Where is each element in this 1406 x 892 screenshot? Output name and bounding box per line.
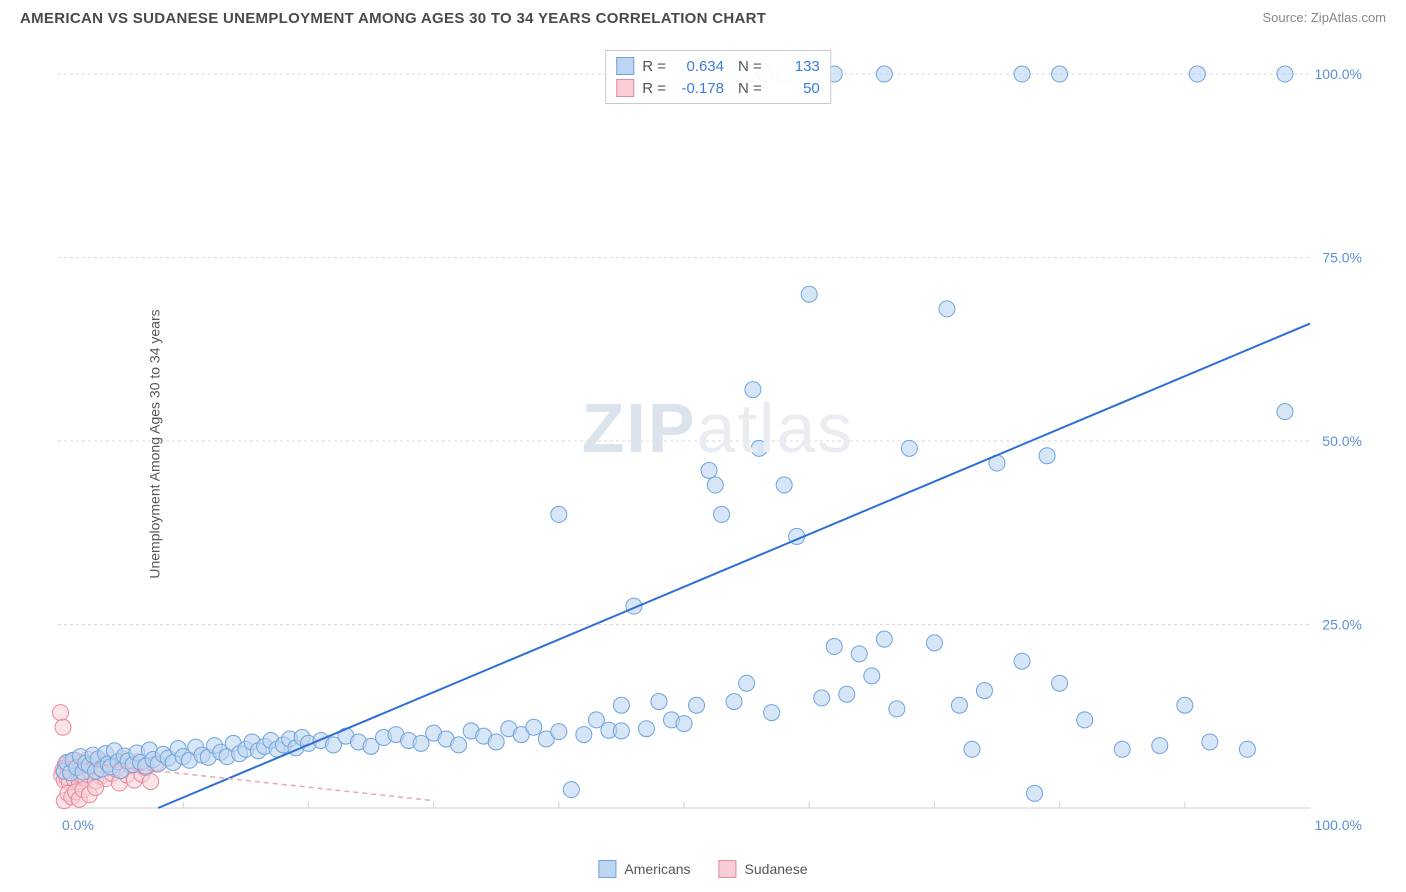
y-tick-label: 25.0% [1322,617,1362,633]
american-point [1189,66,1205,82]
scatter-plot: 25.0% 50.0% 75.0% 100.0% 0.0% 100.0% [50,46,1370,836]
chart-header: AMERICAN VS SUDANESE UNEMPLOYMENT AMONG … [0,0,1406,31]
american-point [939,301,955,317]
legend-swatch [719,860,737,878]
american-point [751,440,767,456]
sudanese-point [53,705,69,721]
american-point [551,506,567,522]
legend-label: Americans [624,861,690,877]
american-point [739,675,755,691]
american-point [864,668,880,684]
american-point [1152,738,1168,754]
american-point [726,694,742,710]
american-point [876,631,892,647]
american-point [901,440,917,456]
r-label: R = [642,58,666,75]
american-point [951,697,967,713]
r-label: R = [642,80,666,97]
x-tick-left: 0.0% [62,817,94,833]
american-point [451,737,467,753]
chart-title: AMERICAN VS SUDANESE UNEMPLOYMENT AMONG … [20,10,766,27]
american-point [1014,66,1030,82]
y-tick-label: 50.0% [1322,433,1362,449]
american-point [613,697,629,713]
sudanese-point [143,774,159,790]
american-point [1077,712,1093,728]
american-point [964,741,980,757]
american-point [1239,741,1255,757]
american-point [776,477,792,493]
american-point [676,716,692,732]
american-point [889,701,905,717]
american-point [926,635,942,651]
sudanese-point [88,779,104,795]
legend-label: Sudanese [745,861,808,877]
correlation-stats-box: R = 0.634 N = 133 R = -0.178 N = 50 [605,50,831,104]
american-point [976,683,992,699]
legend-swatch [598,860,616,878]
american-point [814,690,830,706]
stats-row: R = 0.634 N = 133 [616,55,820,77]
y-tick-label: 75.0% [1322,250,1362,266]
american-point [576,727,592,743]
american-point [714,506,730,522]
american-point [764,705,780,721]
american-point [801,286,817,302]
american-point [1014,653,1030,669]
y-axis-label: Unemployment Among Ages 30 to 34 years [147,309,163,578]
source-label: Source: ZipAtlas.com [1262,10,1386,25]
y-tick-label: 100.0% [1315,66,1362,82]
american-point [1027,785,1043,801]
american-point [1039,448,1055,464]
legend-item: Americans [598,860,690,878]
american-point [745,382,761,398]
n-value: 50 [770,80,820,97]
n-value: 133 [770,58,820,75]
r-value: 0.634 [674,58,724,75]
american-point [551,724,567,740]
american-point [488,734,504,750]
n-label: N = [738,58,762,75]
american-point [638,721,654,737]
n-label: N = [738,80,762,97]
american-point [707,477,723,493]
american-point [839,686,855,702]
american-point [526,719,542,735]
american-point [851,646,867,662]
sudanese-point [55,719,71,735]
american-point [563,782,579,798]
american-point [1114,741,1130,757]
stats-swatch [616,79,634,97]
stats-swatch [616,57,634,75]
american-point [1052,675,1068,691]
r-value: -0.178 [674,80,724,97]
american-point [701,462,717,478]
stats-row: R = -0.178 N = 50 [616,77,820,99]
american-point [1177,697,1193,713]
legend: Americans Sudanese [598,860,807,878]
american-point [689,697,705,713]
x-tick-right: 100.0% [1315,817,1362,833]
american-point [1277,66,1293,82]
american-trend-line [158,324,1310,808]
american-point [651,694,667,710]
american-point [613,723,629,739]
american-point [1052,66,1068,82]
american-point [1277,404,1293,420]
american-point [876,66,892,82]
american-point [1202,734,1218,750]
chart-area: Unemployment Among Ages 30 to 34 years Z… [50,46,1386,842]
american-point [826,639,842,655]
legend-item: Sudanese [719,860,808,878]
